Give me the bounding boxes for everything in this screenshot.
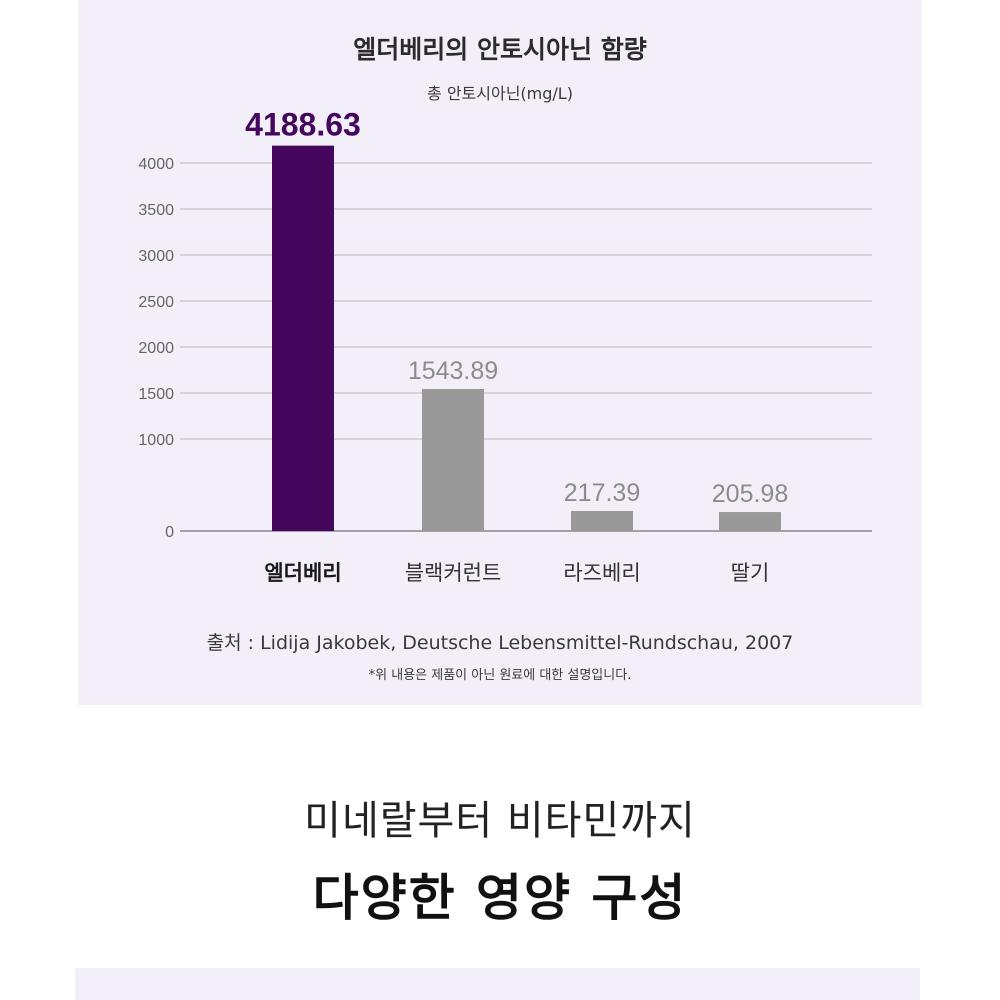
section-title: 다양한 영양 구성	[312, 869, 688, 927]
y-tick-label: 2500	[138, 294, 174, 311]
next-panel	[75, 968, 920, 1000]
y-tick-label: 1500	[138, 386, 174, 403]
y-tick-label: 3500	[138, 202, 174, 219]
bar	[719, 512, 781, 531]
data-label: 217.39	[564, 479, 640, 507]
section-subtitle: 미네랄부터 비타민까지	[304, 798, 696, 844]
data-label: 4188.63	[245, 107, 361, 143]
y-tick-label: 1000	[138, 432, 174, 449]
bar	[272, 145, 334, 531]
data-label: 1543.89	[408, 357, 498, 385]
y-tick-label: 4000	[138, 156, 174, 173]
x-tick-label: 딸기	[731, 561, 770, 585]
chart-subtitle: 총 안토시아닌(mg/L)	[427, 84, 573, 103]
source-citation: 출처 : Lidija Jakobek, Deutsche Lebensmitt…	[206, 632, 794, 654]
y-tick-label: 0	[165, 524, 174, 541]
x-tick-label: 블랙커런트	[405, 561, 502, 585]
chart-title: 엘더베리의 안토시아닌 함량	[353, 35, 647, 64]
disclaimer-note: *위 내용은 제품이 아닌 원료에 대한 설명입니다.	[368, 668, 632, 683]
bar	[571, 511, 633, 531]
x-tick-label: 엘더베리	[264, 561, 341, 585]
data-label: 205.98	[712, 480, 788, 508]
x-tick-label: 라즈베리	[563, 561, 640, 585]
bar	[422, 388, 484, 531]
y-tick-label: 3000	[138, 248, 174, 265]
y-tick-label: 2000	[138, 340, 174, 357]
anthocyanin-bar-chart: 0 1000 1500 2000 2500 3000 3500 4000 4188.63 엘더베리…	[138, 107, 872, 585]
chart-panel	[78, 0, 922, 705]
